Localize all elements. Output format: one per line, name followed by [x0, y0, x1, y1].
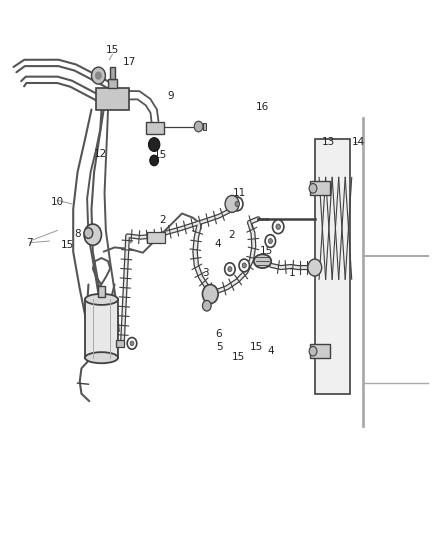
Circle shape: [202, 301, 211, 311]
Text: 3: 3: [202, 268, 208, 278]
Circle shape: [268, 238, 272, 244]
Circle shape: [276, 224, 280, 230]
Bar: [116, 340, 124, 347]
Circle shape: [92, 67, 106, 84]
Text: 8: 8: [148, 123, 155, 133]
Text: 12: 12: [94, 149, 107, 159]
Circle shape: [130, 341, 134, 346]
Text: 9: 9: [168, 91, 174, 101]
Circle shape: [127, 337, 137, 349]
Circle shape: [235, 201, 240, 207]
Circle shape: [150, 155, 159, 166]
Text: 8: 8: [74, 229, 81, 239]
Circle shape: [232, 197, 243, 211]
Text: 6: 6: [215, 329, 222, 340]
Circle shape: [84, 224, 102, 245]
Text: 16: 16: [256, 102, 269, 112]
Bar: [147, 231, 165, 243]
Text: 13: 13: [322, 137, 336, 147]
Circle shape: [84, 228, 93, 238]
Text: 2: 2: [229, 230, 235, 240]
Bar: [85, 300, 118, 358]
Text: 11: 11: [233, 188, 247, 198]
Circle shape: [309, 346, 317, 356]
Ellipse shape: [85, 352, 118, 363]
Text: 15: 15: [259, 246, 272, 256]
Circle shape: [308, 259, 322, 276]
Text: 5: 5: [216, 342, 223, 352]
Circle shape: [242, 263, 246, 268]
Bar: [310, 181, 330, 195]
Text: 15: 15: [154, 150, 167, 160]
Circle shape: [225, 263, 235, 276]
Circle shape: [228, 266, 232, 272]
Bar: [108, 79, 117, 88]
Text: 15: 15: [249, 342, 263, 352]
Bar: [203, 123, 205, 130]
Bar: [310, 344, 330, 358]
Circle shape: [309, 183, 317, 193]
Circle shape: [239, 259, 250, 272]
Bar: [315, 139, 350, 394]
Bar: [146, 122, 164, 134]
Text: 4: 4: [267, 346, 274, 357]
Text: 15: 15: [61, 240, 74, 251]
Text: 1: 1: [289, 268, 295, 278]
Text: 4: 4: [215, 239, 222, 249]
Circle shape: [265, 235, 276, 247]
Ellipse shape: [85, 294, 118, 305]
Bar: [98, 286, 105, 297]
Text: 7: 7: [26, 238, 33, 248]
Ellipse shape: [254, 254, 271, 268]
Circle shape: [95, 72, 102, 79]
Circle shape: [272, 220, 284, 233]
Bar: [110, 67, 115, 79]
Text: 10: 10: [50, 197, 64, 207]
Circle shape: [148, 138, 160, 151]
Text: 15: 15: [232, 352, 245, 361]
Text: 14: 14: [352, 137, 365, 147]
Circle shape: [194, 121, 203, 132]
Bar: [96, 88, 129, 110]
Circle shape: [225, 196, 239, 213]
Text: 15: 15: [106, 45, 119, 55]
Circle shape: [202, 285, 218, 304]
Text: 2: 2: [159, 215, 166, 225]
Text: 17: 17: [123, 58, 136, 67]
